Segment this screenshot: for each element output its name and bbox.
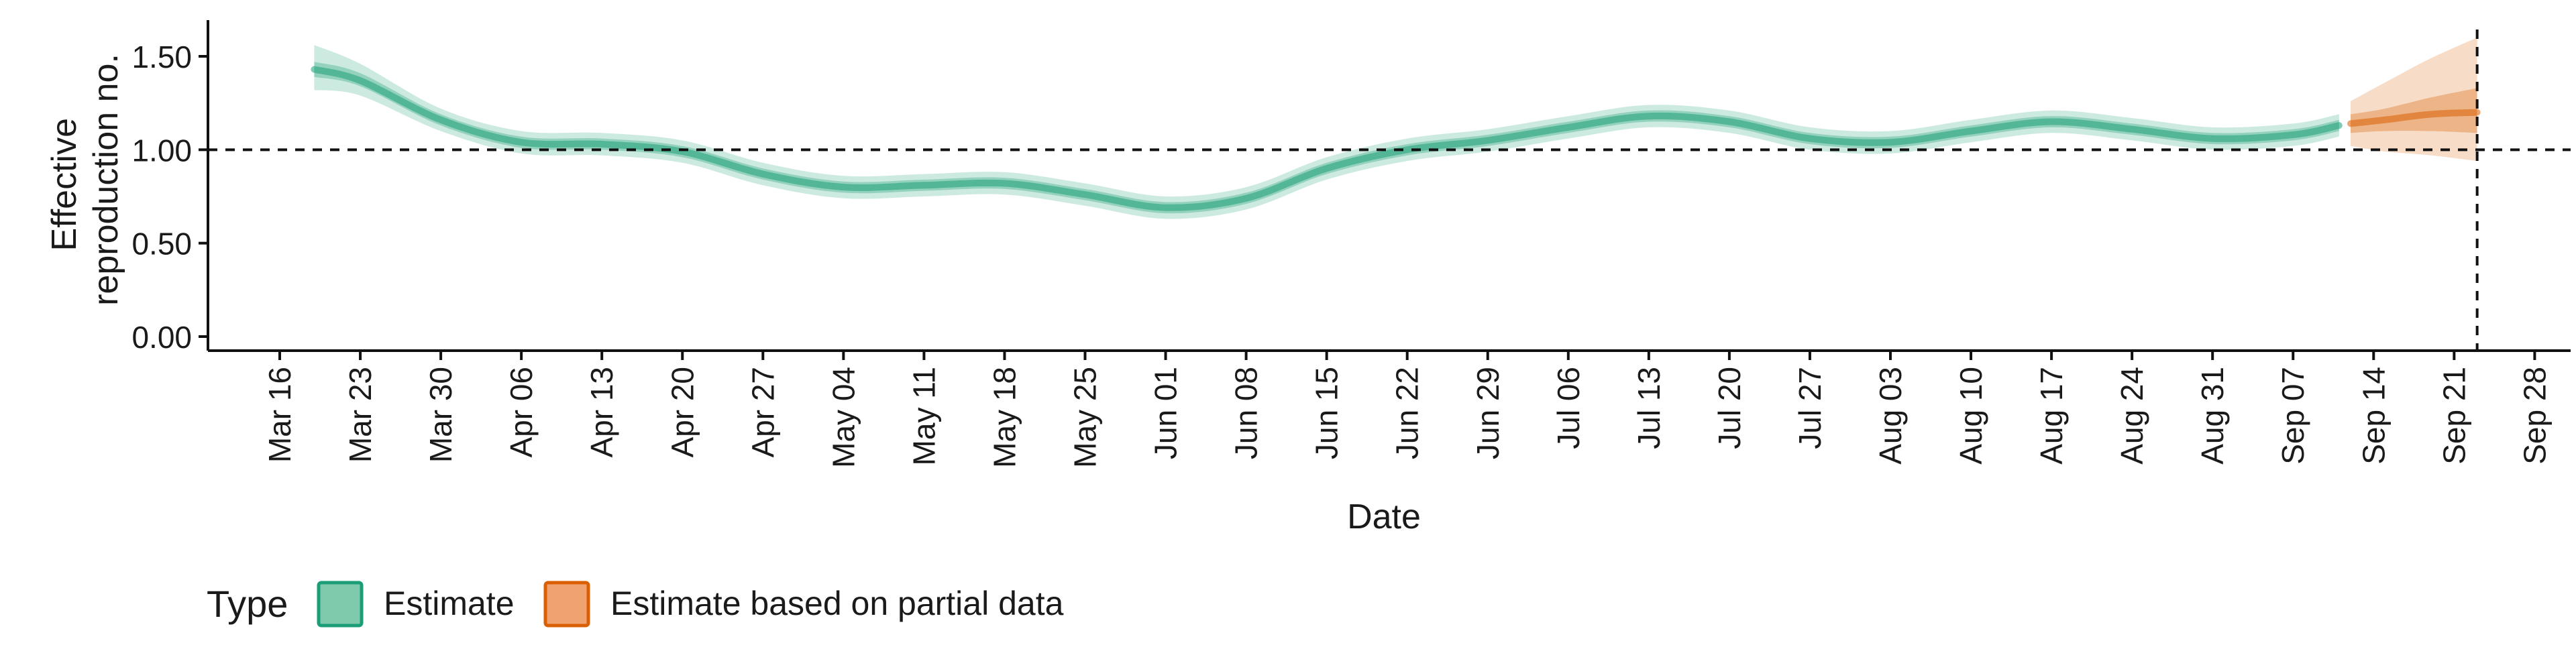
x-tick-label: Aug 17	[2034, 367, 2069, 465]
x-tick-label: Mar 16	[262, 367, 297, 463]
x-tick-label: Sep 28	[2517, 367, 2552, 465]
legend: Type Estimate Estimate based on partial …	[207, 581, 1064, 628]
y-tick-label: 0.50	[131, 227, 192, 261]
x-tick-label: May 25	[1068, 367, 1103, 468]
x-tick-label: Apr 06	[504, 367, 539, 458]
legend-swatch-partial	[543, 581, 590, 628]
x-tick-label: May 18	[987, 367, 1022, 468]
x-tick-label: Jul 13	[1631, 367, 1666, 449]
legend-label-estimate: Estimate	[384, 585, 515, 622]
x-tick-label: May 11	[906, 367, 941, 465]
x-tick-label: Sep 07	[2275, 367, 2310, 465]
band-90-partial	[2351, 38, 2477, 162]
x-tick-label: Sep 21	[2436, 367, 2471, 465]
x-tick-label: May 04	[826, 367, 861, 468]
legend-title: Type	[207, 583, 288, 625]
x-tick-label: Jun 29	[1470, 367, 1505, 459]
x-tick-label: Jun 15	[1309, 367, 1344, 459]
y-axis-label-line-1: Effective	[45, 118, 84, 251]
median-line-partial	[2347, 109, 2481, 127]
y-axis-label: Effective reproduction no.	[45, 54, 125, 306]
x-tick-label: Sep 14	[2356, 367, 2391, 465]
x-tick-label: Apr 13	[584, 367, 619, 458]
y-tick-label: 1.00	[131, 133, 192, 168]
x-tick-label: Mar 30	[423, 367, 458, 463]
axes	[207, 20, 2571, 352]
x-tick-label: Jun 22	[1390, 367, 1425, 459]
median-line-estimate	[311, 66, 2343, 211]
y-axis-ticks: 0.00 0.50 1.00 1.50	[131, 40, 208, 355]
x-tick-label: Mar 23	[343, 367, 378, 463]
x-axis-ticks: Mar 16 Mar 23 Mar 30 Apr 06 Apr 13 Apr 20 Apr …	[262, 351, 2552, 468]
x-tick-label: Jul 20	[1712, 367, 1747, 449]
x-tick-label: Aug 10	[1953, 367, 1988, 465]
y-tick-label: 0.00	[131, 320, 192, 355]
y-tick-label: 1.50	[131, 40, 192, 74]
x-tick-label: Apr 27	[745, 367, 780, 458]
legend-label-partial: Estimate based on partial data	[610, 585, 1064, 622]
uncertainty-bands	[314, 38, 2477, 219]
x-tick-label: Jun 08	[1229, 367, 1264, 459]
y-axis-label-line-2: reproduction no.	[87, 54, 125, 306]
x-tick-label: Jul 27	[1792, 367, 1827, 449]
x-tick-label: Aug 03	[1873, 367, 1908, 465]
x-tick-label: Aug 31	[2195, 367, 2230, 465]
x-tick-label: Jul 06	[1551, 367, 1586, 449]
x-tick-label: Apr 20	[665, 367, 700, 458]
band-90-estimate	[314, 45, 2339, 219]
median-lines	[311, 66, 2481, 211]
legend-swatch-estimate	[317, 581, 364, 628]
x-tick-label: Jun 01	[1148, 367, 1183, 459]
x-tick-label: Aug 24	[2114, 367, 2149, 465]
reference-lines	[208, 30, 2571, 351]
x-axis-label: Date	[1347, 497, 1421, 536]
